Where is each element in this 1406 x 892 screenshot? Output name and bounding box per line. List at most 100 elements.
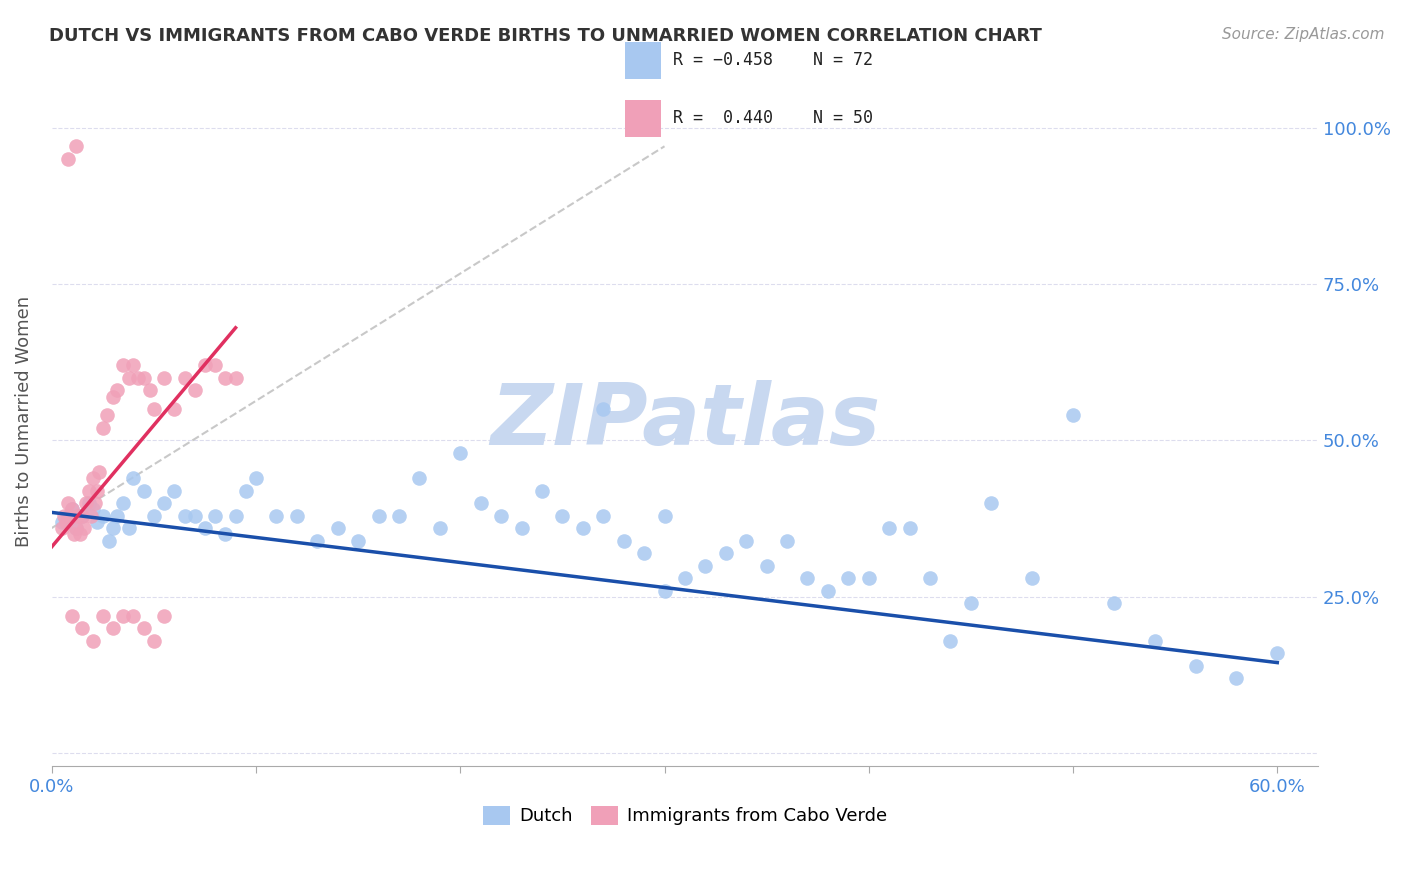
Point — [266, 508, 288, 523]
Point — [82, 471, 104, 485]
Point — [112, 608, 135, 623]
Point — [101, 621, 124, 635]
Point — [194, 521, 217, 535]
Point — [347, 533, 370, 548]
Point — [79, 508, 101, 523]
Point — [1102, 596, 1125, 610]
Point — [755, 558, 778, 573]
Point — [245, 471, 267, 485]
Point — [87, 465, 110, 479]
Point — [939, 633, 962, 648]
Point — [112, 496, 135, 510]
Point — [132, 621, 155, 635]
Point — [76, 496, 98, 510]
Point — [139, 384, 162, 398]
Point — [72, 621, 94, 635]
Point — [73, 521, 96, 535]
Point — [470, 496, 492, 510]
Point — [654, 508, 676, 523]
Point — [837, 571, 859, 585]
Point — [56, 496, 79, 510]
Point — [83, 496, 105, 510]
Bar — [624, 42, 661, 79]
Point — [77, 496, 100, 510]
Point — [1184, 658, 1206, 673]
Point — [613, 533, 636, 548]
Text: Source: ZipAtlas.com: Source: ZipAtlas.com — [1222, 27, 1385, 42]
Point — [142, 508, 165, 523]
Point — [163, 483, 186, 498]
Point — [654, 583, 676, 598]
Point — [142, 402, 165, 417]
Point — [858, 571, 880, 585]
Point — [408, 471, 430, 485]
Point — [60, 608, 83, 623]
Point — [122, 471, 145, 485]
Text: DUTCH VS IMMIGRANTS FROM CABO VERDE BIRTHS TO UNMARRIED WOMEN CORRELATION CHART: DUTCH VS IMMIGRANTS FROM CABO VERDE BIRT… — [49, 27, 1042, 45]
Point — [132, 483, 155, 498]
Point — [980, 496, 1002, 510]
Point — [918, 571, 941, 585]
Point — [153, 371, 176, 385]
Point — [214, 527, 236, 541]
Point — [97, 533, 120, 548]
Point — [118, 521, 141, 535]
Legend: Dutch, Immigrants from Cabo Verde: Dutch, Immigrants from Cabo Verde — [475, 798, 894, 832]
Point — [122, 608, 145, 623]
Point — [1062, 409, 1084, 423]
Point — [163, 402, 186, 417]
Point — [112, 359, 135, 373]
Point — [877, 521, 900, 535]
Point — [153, 608, 176, 623]
Point — [714, 546, 737, 560]
Point — [86, 483, 108, 498]
Point — [60, 502, 83, 516]
Point — [51, 521, 73, 535]
Point — [695, 558, 717, 573]
Point — [82, 633, 104, 648]
Point — [367, 508, 389, 523]
Point — [86, 515, 108, 529]
Point — [67, 508, 90, 523]
Point — [326, 521, 349, 535]
Point — [796, 571, 818, 585]
Point — [65, 139, 87, 153]
Point — [551, 508, 574, 523]
Point — [307, 533, 329, 548]
Point — [1143, 633, 1166, 648]
Point — [63, 527, 86, 541]
Bar — [624, 100, 661, 137]
Point — [65, 521, 87, 535]
Point — [72, 508, 94, 523]
Point — [225, 371, 247, 385]
Point — [91, 421, 114, 435]
Point — [153, 496, 176, 510]
Point — [53, 508, 76, 523]
Text: R =  0.440    N = 50: R = 0.440 N = 50 — [673, 110, 873, 128]
Point — [633, 546, 655, 560]
Point — [56, 152, 79, 166]
Point — [225, 508, 247, 523]
Point — [51, 515, 73, 529]
Point — [204, 508, 226, 523]
Point — [72, 508, 94, 523]
Point — [572, 521, 595, 535]
Point — [235, 483, 257, 498]
Point — [65, 521, 87, 535]
Point — [204, 359, 226, 373]
Point — [55, 515, 77, 529]
Point — [132, 371, 155, 385]
Point — [429, 521, 451, 535]
Point — [510, 521, 533, 535]
Point — [776, 533, 799, 548]
Point — [960, 596, 983, 610]
Point — [127, 371, 149, 385]
Point — [59, 508, 82, 523]
Point — [173, 508, 195, 523]
Point — [91, 508, 114, 523]
Point — [898, 521, 921, 535]
Point — [142, 633, 165, 648]
Point — [673, 571, 696, 585]
Text: ZIPatlas: ZIPatlas — [489, 380, 880, 463]
Point — [183, 508, 205, 523]
